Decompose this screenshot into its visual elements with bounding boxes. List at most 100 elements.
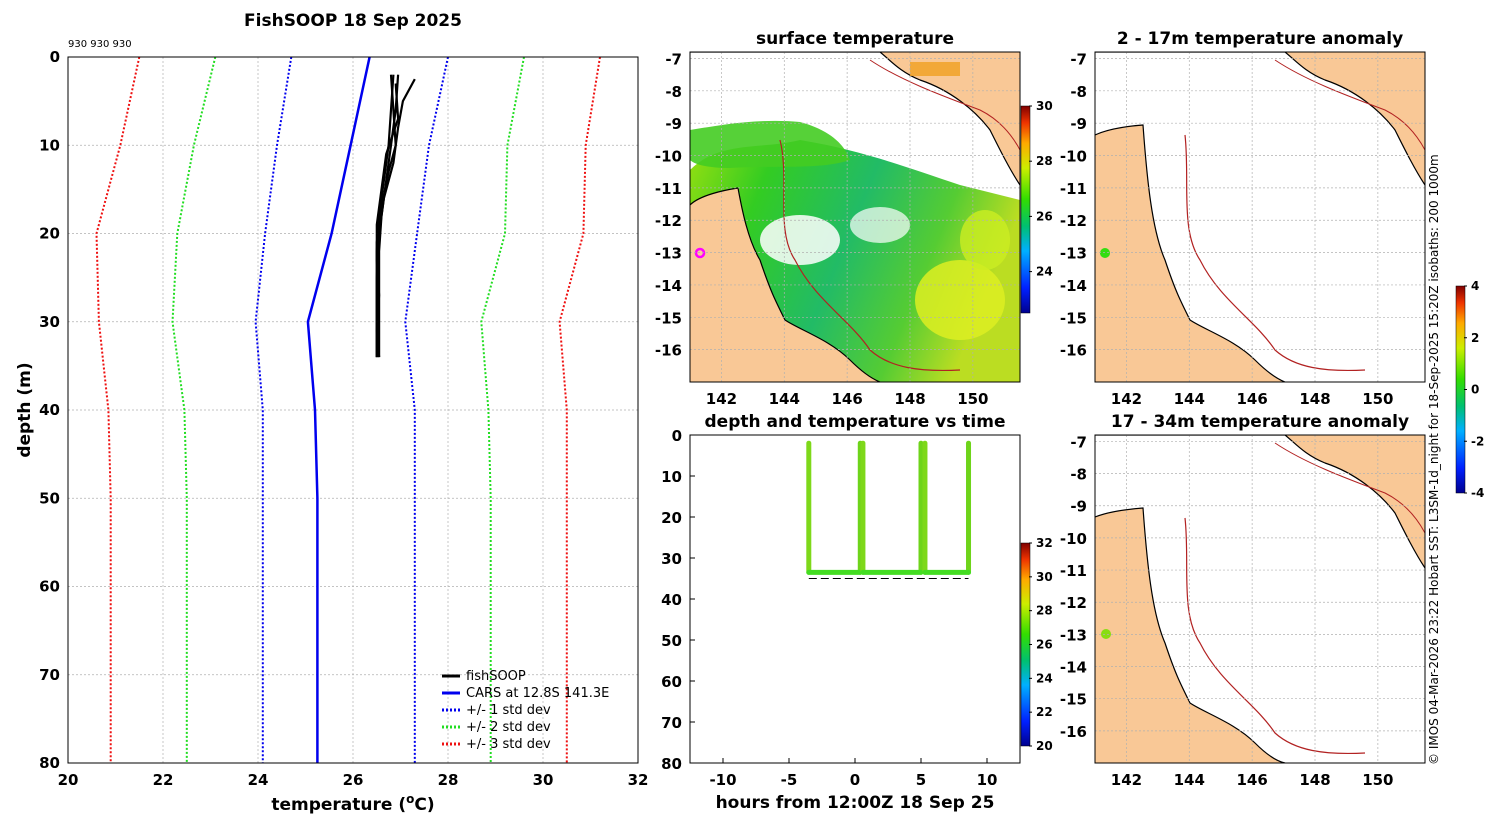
profile-xlabel: temperature (oC) bbox=[271, 792, 434, 815]
sst-axes-frame bbox=[689, 51, 1021, 383]
a2-y-tick: -7 bbox=[1070, 433, 1087, 451]
profile-title: FishSOOP 18 Sep 2025 bbox=[244, 11, 462, 31]
anomaly1-y-ticks: -7 -8 -9 -10 -11 -12 -13 -14 -15 -16 bbox=[1060, 50, 1087, 359]
sst-y-ticks: -7 -8 -9 -10 -11 -12 -13 -14 -15 -16 bbox=[655, 50, 682, 359]
sst-y-tick: -9 bbox=[665, 115, 682, 133]
a2-y-tick: -8 bbox=[1070, 466, 1087, 484]
sst-isobath-2 bbox=[869, 59, 1020, 151]
dt-colorbar-tick: 28 bbox=[1036, 604, 1053, 618]
a1-y-tick: -13 bbox=[1060, 245, 1087, 263]
a1-x-tick: 148 bbox=[1299, 390, 1330, 408]
anomaly-colorbar bbox=[1455, 285, 1466, 494]
anomaly2-isobath bbox=[1184, 517, 1366, 755]
dt-colorbar-ticks: 20 22 24 26 28 30 32 bbox=[1029, 536, 1053, 753]
sst-x-ticks: 142 144 146 148 150 bbox=[706, 390, 989, 408]
a2-x-tick: 146 bbox=[1236, 771, 1267, 789]
anomaly1-isobath-2 bbox=[1274, 59, 1425, 151]
dt-y-tick: 20 bbox=[661, 509, 682, 527]
profile-x-tick: 28 bbox=[438, 771, 459, 789]
profile-x-tick: 22 bbox=[153, 771, 174, 789]
sst-y-tick: -12 bbox=[655, 212, 682, 230]
sst-warm-north bbox=[910, 62, 960, 76]
a2-x-tick: 150 bbox=[1362, 771, 1393, 789]
sst-y-tick: -13 bbox=[655, 245, 682, 263]
a1-y-tick: -16 bbox=[1060, 342, 1087, 360]
profile-line--1-std bbox=[404, 57, 449, 763]
a1-y-tick: -12 bbox=[1060, 212, 1087, 230]
dt-y-tick: 50 bbox=[661, 632, 682, 650]
sst-field-north bbox=[690, 120, 850, 168]
sst-land-cape-york bbox=[690, 188, 880, 382]
dt-x-tick: 10 bbox=[977, 771, 998, 789]
dt-series bbox=[806, 440, 972, 579]
sst-y-tick: -16 bbox=[655, 342, 682, 360]
dt-colorbar-tick: 30 bbox=[1036, 570, 1053, 584]
sst-x-tick: 142 bbox=[706, 390, 737, 408]
dt-colorbar-tick: 26 bbox=[1036, 638, 1053, 652]
profile-y-tick: 80 bbox=[39, 754, 60, 772]
anomaly2-title: 17 - 34m temperature anomaly bbox=[1111, 412, 1409, 432]
dt-xlabel: hours from 12:00Z 18 Sep 25 bbox=[716, 793, 995, 813]
anomaly1-land-cape-york bbox=[1095, 125, 1285, 382]
sst-x-tick: 150 bbox=[957, 390, 988, 408]
sst-colorbar-tick: 26 bbox=[1036, 209, 1053, 223]
anomaly2-grid bbox=[1095, 435, 1425, 763]
a2-y-tick: -9 bbox=[1070, 498, 1087, 516]
sst-coast-cape-york bbox=[690, 187, 881, 382]
sst-cloud-gap-2 bbox=[850, 207, 910, 243]
profile-y-tick: 30 bbox=[39, 313, 60, 331]
a2-y-tick: -12 bbox=[1060, 594, 1087, 612]
dt-y-tick: 60 bbox=[661, 673, 682, 691]
dt-x-tick: -10 bbox=[709, 771, 736, 789]
a1-y-tick: -14 bbox=[1060, 277, 1087, 295]
profile-x-ticks: 20 22 24 26 28 30 32 bbox=[58, 771, 649, 789]
dt-y-tick: 80 bbox=[661, 755, 682, 773]
anomaly1-x-ticks: 142 144 146 148 150 bbox=[1111, 390, 1394, 408]
anomaly2-x-ticks: 142 144 146 148 150 bbox=[1111, 771, 1394, 789]
profile-y-tick: 70 bbox=[39, 666, 60, 684]
profile-line--2-std bbox=[480, 57, 525, 763]
profile-y-tick: 60 bbox=[39, 578, 60, 596]
anomaly2-map-body bbox=[1095, 435, 1425, 763]
anomaly-colorbar-ticks: 4 2 0 -2 -4 bbox=[1464, 279, 1484, 500]
a2-y-tick: -13 bbox=[1060, 626, 1087, 644]
profile-y-tick: 10 bbox=[39, 136, 60, 154]
sst-y-tick: -8 bbox=[665, 83, 682, 101]
anomaly2-axes-frame bbox=[1094, 434, 1426, 764]
sst-y-tick: -14 bbox=[655, 277, 682, 295]
dt-y-tick: 70 bbox=[661, 714, 682, 732]
profile-y-ticks: 0 10 20 30 40 50 60 70 80 bbox=[39, 48, 60, 772]
anomaly2-isobath-2 bbox=[1274, 442, 1425, 534]
anomaly-colorbar-tick: -4 bbox=[1471, 486, 1484, 500]
legend-label-1std: +/- 1 std dev bbox=[466, 703, 551, 718]
sst-colorbar-tick: 24 bbox=[1036, 265, 1053, 279]
profile-line-cars-mean bbox=[306, 57, 371, 763]
anomaly1-isobath bbox=[1184, 134, 1366, 372]
profile-y-tick: 20 bbox=[39, 225, 60, 243]
anomaly-colorbar-tick: 2 bbox=[1471, 331, 1479, 345]
profile-legend: fishSOOP CARS at 12.8S 141.3E +/- 1 std … bbox=[442, 669, 609, 752]
profile-line--2-std bbox=[171, 57, 217, 763]
anomaly-2-17m-map: 2 - 17m temperature anomaly 142 144 146 148… bbox=[1060, 29, 1426, 408]
sst-y-tick: -7 bbox=[665, 50, 682, 68]
dt-colorbar-tick: 20 bbox=[1036, 739, 1053, 753]
sst-title: surface temperature bbox=[756, 29, 954, 49]
profile-x-tick: 30 bbox=[533, 771, 554, 789]
anomaly2-land-png bbox=[1095, 435, 1425, 568]
dt-x-tick: 5 bbox=[916, 771, 926, 789]
dt-title: depth and temperature vs time bbox=[705, 412, 1006, 432]
legend-label-3std: +/- 3 std dev bbox=[466, 737, 551, 752]
a1-y-tick: -10 bbox=[1060, 148, 1087, 166]
sst-position-marker bbox=[694, 247, 706, 259]
a1-y-tick: -15 bbox=[1060, 309, 1087, 327]
profile-line--3-std bbox=[95, 57, 141, 763]
fishsoop-profile-line bbox=[375, 78, 416, 358]
a2-y-tick: -14 bbox=[1060, 659, 1087, 677]
temperature-profile-chart: FishSOOP 18 Sep 2025 930 930 930 20 22 24 2… bbox=[15, 11, 648, 815]
dt-colorbar-tick: 32 bbox=[1036, 536, 1053, 550]
profile-x-tick: 26 bbox=[343, 771, 364, 789]
a2-x-tick: 142 bbox=[1111, 771, 1142, 789]
profile-ylabel: depth (m) bbox=[15, 362, 35, 457]
sst-warm-patch bbox=[915, 260, 1005, 340]
